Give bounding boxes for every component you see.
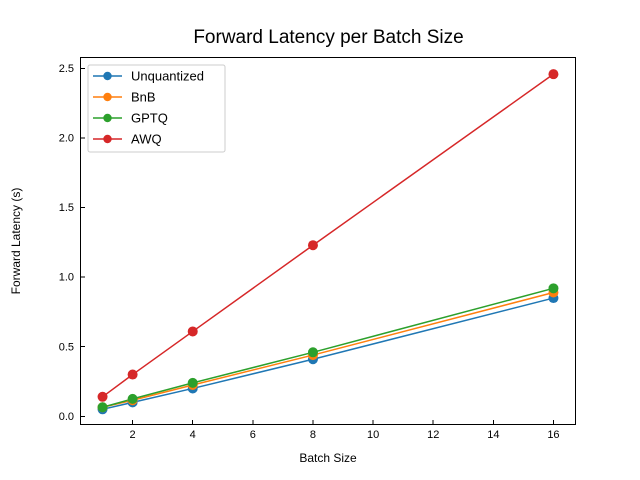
svg-text:10: 10: [367, 429, 379, 441]
svg-text:2: 2: [130, 429, 136, 441]
svg-text:GPTQ: GPTQ: [131, 111, 168, 126]
svg-text:14: 14: [487, 429, 499, 441]
svg-text:Forward Latency (s): Forward Latency (s): [9, 188, 23, 295]
svg-text:1.5: 1.5: [59, 202, 74, 214]
svg-text:6: 6: [250, 429, 256, 441]
svg-text:8: 8: [310, 429, 316, 441]
svg-text:1.0: 1.0: [59, 272, 74, 284]
svg-text:2.0: 2.0: [59, 133, 74, 145]
svg-text:16: 16: [547, 429, 559, 441]
svg-text:Batch Size: Batch Size: [299, 451, 357, 465]
svg-text:4: 4: [190, 429, 196, 441]
svg-text:AWQ: AWQ: [131, 132, 162, 147]
svg-text:Forward Latency per Batch Size: Forward Latency per Batch Size: [193, 27, 463, 48]
svg-text:0.0: 0.0: [59, 411, 74, 423]
svg-text:0.5: 0.5: [59, 341, 74, 353]
svg-text:2.5: 2.5: [59, 63, 74, 75]
svg-text:12: 12: [427, 429, 439, 441]
svg-text:Unquantized: Unquantized: [131, 69, 204, 84]
svg-text:BnB: BnB: [131, 90, 156, 105]
